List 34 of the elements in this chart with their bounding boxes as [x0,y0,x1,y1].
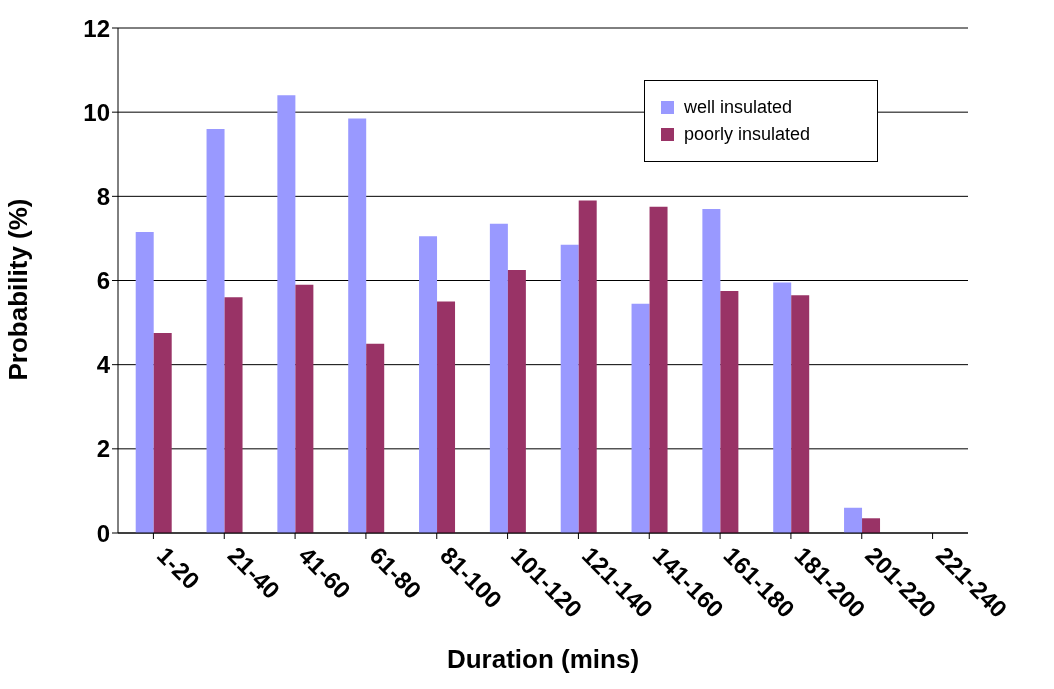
bar [224,297,243,533]
bar [437,301,456,533]
y-tick-label: 2 [96,435,110,463]
bar [295,284,314,533]
y-axis-title: Probability (%) [3,198,34,381]
bar [649,206,668,533]
bar [348,118,367,533]
bar [862,518,881,533]
y-tick-label: 6 [96,267,110,295]
bar [702,208,721,533]
bar [560,244,579,533]
bar [507,269,526,533]
x-axis-title: Duration (mins) [446,644,640,674]
bar [206,129,225,533]
y-tick-label: 0 [96,519,110,547]
bar [791,295,810,533]
y-tick-label: 4 [96,351,111,379]
y-tick-label: 10 [83,98,110,126]
x-tick-label: 1-20 [151,541,205,595]
bar [153,333,172,533]
y-tick-label: 8 [96,182,110,210]
y-tick-label: 12 [83,14,110,42]
legend-label: poorly insulated [684,124,811,145]
bar [366,343,385,533]
bar [135,232,154,533]
legend-label: well insulated [684,97,793,118]
bar [419,236,438,533]
bar [489,223,508,533]
bar [844,507,863,533]
bar [720,291,739,533]
bar [773,282,792,533]
bar [578,200,597,533]
bar [631,303,650,533]
bar [277,95,296,533]
